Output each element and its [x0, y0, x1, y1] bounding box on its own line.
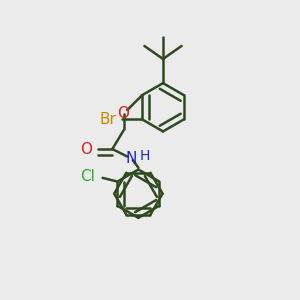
- Text: O: O: [118, 106, 130, 121]
- Text: N: N: [125, 151, 136, 166]
- Text: H: H: [140, 148, 150, 163]
- Text: O: O: [80, 142, 92, 157]
- Text: Br: Br: [99, 112, 116, 127]
- Text: Cl: Cl: [80, 169, 95, 184]
